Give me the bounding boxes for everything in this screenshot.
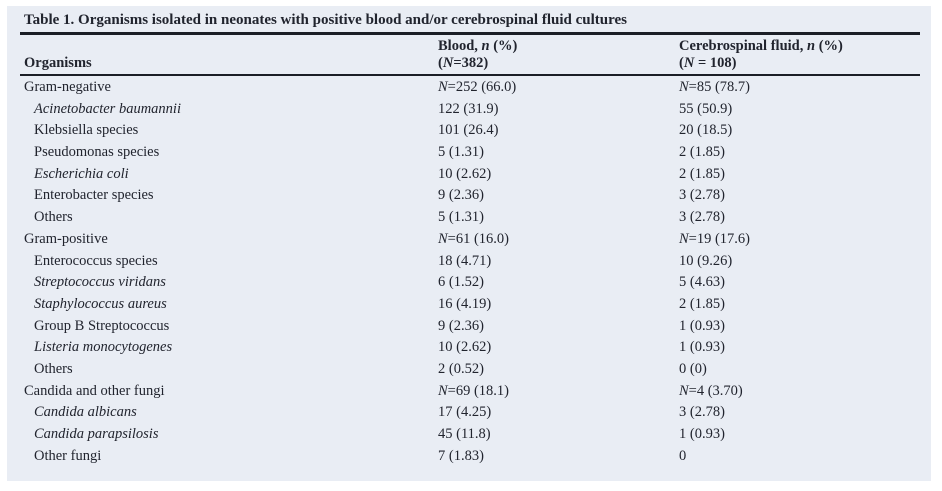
table-row: Gram-negative N=252 (66.0) N=85 (78.7)	[20, 77, 920, 99]
organism-cell: Acinetobacter baumannii	[34, 100, 181, 117]
csf-cell: 5 (4.63)	[679, 274, 725, 291]
blood-cell: 10 (2.62)	[438, 165, 492, 182]
csf-cell: 1 (0.93)	[679, 317, 725, 334]
organism-cell: Candida and other fungi	[24, 382, 165, 399]
table-row: Others 5 (1.31) 3 (2.78)	[20, 207, 920, 229]
table-body: Gram-negative N=252 (66.0) N=85 (78.7) A…	[20, 76, 920, 467]
blood-cell: 10 (2.62)	[438, 339, 492, 356]
blood-cell: 6 (1.52)	[438, 274, 484, 291]
csf-header-line2: (N = 108)	[679, 55, 737, 71]
csf-cell: 1 (0.93)	[679, 426, 725, 442]
table-row: Listeria monocytogenes 10 (2.62) 1 (0.93…	[20, 337, 920, 359]
table-row: Staphylococcus aureus 16 (4.19) 2 (1.85)	[20, 294, 920, 316]
table-title: Table 1. Organisms isolated in neonates …	[24, 12, 628, 28]
organism-cell: Listeria monocytogenes	[34, 339, 173, 356]
table-row: Candida and other fungi N=69 (18.1) N=4 …	[20, 381, 920, 403]
header-rule	[20, 74, 920, 76]
organism-cell: Others	[34, 209, 73, 226]
table-row: Streptococcus viridans 6 (1.52) 5 (4.63)	[20, 272, 920, 294]
blood-cell: N=252 (66.0)	[438, 79, 517, 95]
blood-cell: 2 (0.52)	[438, 360, 484, 377]
organism-cell: Escherichia coli	[34, 165, 129, 182]
csf-cell: N=85 (78.7)	[679, 79, 751, 95]
organism-cell: Group B Streptococcus	[34, 317, 170, 334]
blood-cell: 9 (2.36)	[438, 317, 484, 334]
blood-cell: 9 (2.36)	[438, 187, 484, 204]
blood-cell: 101 (26.4)	[438, 122, 499, 139]
organism-cell: Others	[34, 360, 73, 377]
csf-cell: 55 (50.9)	[679, 100, 733, 117]
table-row: Group B Streptococcus 9 (2.36) 1 (0.93)	[20, 316, 920, 338]
table-row: Acinetobacter baumannii 122 (31.9) 55 (5…	[20, 99, 920, 121]
table-card: Table 1. Organisms isolated in neonates …	[7, 6, 931, 481]
csf-cell: N=19 (17.6)	[679, 230, 751, 247]
table-row: Escherichia coli 10 (2.62) 2 (1.85)	[20, 164, 920, 186]
organism-cell: Gram-positive	[24, 230, 108, 247]
blood-cell: 18 (4.71)	[438, 252, 492, 269]
blood-header-line2: (N=382)	[438, 55, 489, 71]
table-row: Klebsiella species 101 (26.4) 20 (18.5)	[20, 120, 920, 142]
organism-cell: Candida albicans	[34, 404, 137, 421]
table-row: Enterobacter species 9 (2.36) 3 (2.78)	[20, 185, 920, 207]
csf-header-line1: Cerebrospinal fluid, n (%)	[679, 38, 843, 54]
column-header-organisms: Organisms	[24, 55, 92, 71]
csf-cell: N=4 (3.70)	[679, 382, 743, 399]
blood-cell: N=61 (16.0)	[438, 230, 510, 247]
csf-cell: 0	[679, 447, 687, 464]
blood-cell: N=69 (18.1)	[438, 382, 510, 399]
csf-cell: 0 (0)	[679, 360, 707, 377]
table-header: Organisms Blood, n (%) (N=382) Cerebrosp…	[20, 35, 920, 74]
blood-cell: 17 (4.25)	[438, 404, 492, 421]
table-row: Others 2 (0.52) 0 (0)	[20, 359, 920, 381]
table-row: Other fungi 7 (1.83) 0	[20, 446, 920, 468]
csf-cell: 2 (1.85)	[679, 295, 725, 312]
table-row: Enterococcus species 18 (4.71) 10 (9.26)	[20, 251, 920, 273]
organism-cell: Other fungi	[34, 447, 102, 464]
organism-cell: Klebsiella species	[34, 122, 139, 139]
csf-cell: 3 (2.78)	[679, 209, 725, 226]
blood-cell: 16 (4.19)	[438, 295, 492, 312]
organism-cell: Candida parapsilosis	[34, 426, 159, 442]
csf-cell: 10 (9.26)	[679, 252, 733, 269]
blood-header-line1: Blood, n (%)	[438, 38, 518, 54]
blood-cell: 5 (1.31)	[438, 144, 484, 161]
csf-cell: 20 (18.5)	[679, 122, 733, 139]
blood-cell: 7 (1.83)	[438, 447, 484, 464]
csf-cell: 2 (1.85)	[679, 165, 725, 182]
blood-cell: 122 (31.9)	[438, 100, 499, 117]
blood-cell: 5 (1.31)	[438, 209, 484, 226]
organism-cell: Streptococcus viridans	[34, 274, 166, 291]
table-row: Gram-positive N=61 (16.0) N=19 (17.6)	[20, 229, 920, 251]
organism-cell: Enterococcus species	[34, 252, 158, 269]
csf-cell: 2 (1.85)	[679, 144, 725, 161]
csf-cell: 3 (2.78)	[679, 404, 725, 421]
csf-cell: 1 (0.93)	[679, 339, 725, 356]
table-row: Candida parapsilosis 45 (11.8) 1 (0.93)	[20, 424, 920, 446]
organism-cell: Gram-negative	[24, 79, 111, 95]
organism-cell: Enterobacter species	[34, 187, 154, 204]
organism-cell: Staphylococcus aureus	[34, 295, 167, 312]
column-header-csf: Cerebrospinal fluid, n (%) (N = 108)	[679, 38, 920, 72]
table-row: Pseudomonas species 5 (1.31) 2 (1.85)	[20, 142, 920, 164]
column-header-blood: Blood, n (%) (N=382)	[438, 38, 679, 72]
table-row: Candida albicans 17 (4.25) 3 (2.78)	[20, 402, 920, 424]
table-inner: Table 1. Organisms isolated in neonates …	[20, 6, 920, 467]
title-rule	[20, 32, 920, 35]
blood-cell: 45 (11.8)	[438, 426, 491, 442]
organism-cell: Pseudomonas species	[34, 144, 160, 161]
csf-cell: 3 (2.78)	[679, 187, 725, 204]
